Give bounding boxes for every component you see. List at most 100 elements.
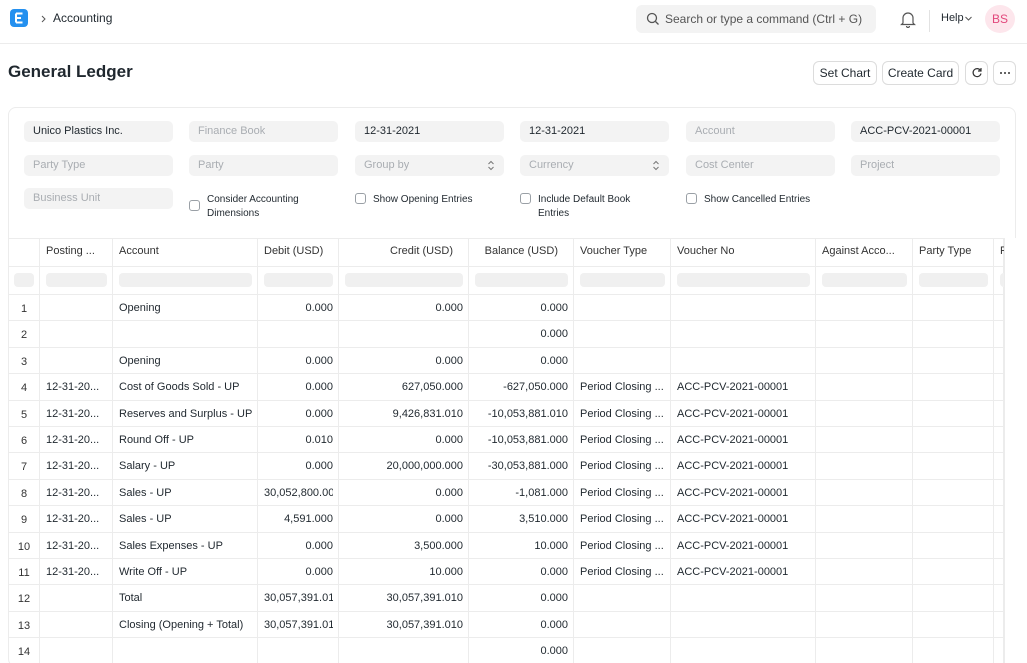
checkbox[interactable] bbox=[520, 193, 531, 204]
filter-text[interactable]: Party bbox=[198, 159, 224, 171]
filter-text[interactable]: Account bbox=[695, 125, 735, 137]
cell[interactable]: Closing (Opening + Total) bbox=[119, 619, 252, 631]
column-header[interactable]: Party Type bbox=[919, 245, 988, 257]
cell[interactable]: 30,057,391.010 bbox=[345, 592, 463, 604]
cell[interactable]: 30,057,391.01 bbox=[264, 619, 333, 631]
cell[interactable]: 30,057,391.01 bbox=[264, 592, 333, 604]
cell[interactable]: Sales Expenses - UP bbox=[119, 540, 252, 552]
cell[interactable]: 627,050.000 bbox=[345, 381, 463, 393]
cell[interactable]: ACC-PCV-2021-00001 bbox=[677, 513, 810, 525]
cell[interactable]: Salary - UP bbox=[119, 460, 252, 472]
cell[interactable]: ACC-PCV-2021-00001 bbox=[677, 487, 810, 499]
cell[interactable]: 10.000 bbox=[345, 566, 463, 578]
checkbox[interactable] bbox=[189, 200, 200, 211]
avatar[interactable]: BS bbox=[985, 12, 1015, 26]
cell[interactable]: 12-31-20... bbox=[46, 487, 107, 499]
cell[interactable]: 4,591.000 bbox=[264, 513, 333, 525]
cell[interactable]: 12-31-20... bbox=[46, 408, 107, 420]
filter-text[interactable]: Cost Center bbox=[695, 159, 754, 171]
cell[interactable]: -10,053,881.010 bbox=[475, 408, 568, 420]
cell[interactable]: Cost of Goods Sold - UP bbox=[119, 381, 252, 393]
cell[interactable]: 0.000 bbox=[475, 619, 568, 631]
checkbox-label[interactable]: Show Opening Entries bbox=[373, 193, 498, 207]
cell[interactable]: Sales - UP bbox=[119, 513, 252, 525]
cell[interactable]: 0.000 bbox=[345, 355, 463, 367]
cell[interactable]: 12-31-20... bbox=[46, 460, 107, 472]
cell[interactable]: 12-31-20... bbox=[46, 513, 107, 525]
filter-text[interactable]: Group by bbox=[364, 159, 409, 171]
cell[interactable]: 3,510.000 bbox=[475, 513, 568, 525]
cell[interactable]: ACC-PCV-2021-00001 bbox=[677, 540, 810, 552]
column-filter[interactable] bbox=[475, 273, 568, 287]
cell[interactable]: 0.000 bbox=[345, 487, 463, 499]
cell[interactable]: 10.000 bbox=[475, 540, 568, 552]
filter-text[interactable]: Finance Book bbox=[198, 125, 265, 137]
action-button[interactable]: Set Chart bbox=[813, 61, 877, 85]
cell[interactable]: 12-31-20... bbox=[46, 566, 107, 578]
column-filter[interactable] bbox=[919, 273, 988, 287]
cell[interactable]: -1,081.000 bbox=[475, 487, 568, 499]
column-filter[interactable] bbox=[677, 273, 810, 287]
cell[interactable]: ACC-PCV-2021-00001 bbox=[677, 381, 810, 393]
column-filter[interactable] bbox=[580, 273, 665, 287]
breadcrumb[interactable]: Accounting bbox=[53, 11, 112, 25]
checkbox[interactable] bbox=[355, 193, 366, 204]
filter-text[interactable]: Business Unit bbox=[33, 192, 100, 204]
cell[interactable]: 0.000 bbox=[264, 302, 333, 314]
column-header[interactable]: Balance (USD) bbox=[475, 245, 558, 257]
cell[interactable]: 12-31-20... bbox=[46, 540, 107, 552]
cell[interactable]: 0.000 bbox=[345, 302, 463, 314]
cell[interactable]: Opening bbox=[119, 355, 252, 367]
cell[interactable]: 0.000 bbox=[475, 328, 568, 340]
refresh-button[interactable] bbox=[965, 61, 988, 85]
cell[interactable]: ACC-PCV-2021-00001 bbox=[677, 434, 810, 446]
cell[interactable]: 0.000 bbox=[264, 381, 333, 393]
column-header[interactable]: Credit (USD) bbox=[345, 245, 453, 257]
action-button[interactable]: Create Card bbox=[882, 61, 959, 85]
notification-bell[interactable] bbox=[900, 11, 916, 28]
cell[interactable]: 0.000 bbox=[475, 355, 568, 367]
cell[interactable]: 12-31-20... bbox=[46, 381, 107, 393]
column-filter[interactable] bbox=[345, 273, 463, 287]
cell[interactable]: Period Closing ... bbox=[580, 381, 665, 393]
column-header[interactable]: Account bbox=[119, 245, 252, 257]
filter-text[interactable]: Currency bbox=[529, 159, 574, 171]
filter-text[interactable]: Project bbox=[860, 159, 894, 171]
filter-text[interactable]: 12-31-2021 bbox=[529, 125, 585, 137]
column-header[interactable]: Voucher Type bbox=[580, 245, 665, 257]
column-filter[interactable] bbox=[46, 273, 107, 287]
help-menu[interactable]: Help bbox=[941, 12, 964, 24]
cell[interactable]: 12-31-20... bbox=[46, 434, 107, 446]
cell[interactable]: Period Closing ... bbox=[580, 566, 665, 578]
cell[interactable]: Period Closing ... bbox=[580, 513, 665, 525]
cell[interactable]: -30,053,881.000 bbox=[475, 460, 568, 472]
cell[interactable]: 9,426,831.010 bbox=[345, 408, 463, 420]
column-header[interactable]: Posting ... bbox=[46, 245, 107, 257]
column-header[interactable]: Against Acco... bbox=[822, 245, 907, 257]
cell[interactable]: 0.000 bbox=[345, 434, 463, 446]
filter-text[interactable]: 12-31-2021 bbox=[364, 125, 420, 137]
cell[interactable]: 0.000 bbox=[264, 408, 333, 420]
filter-text[interactable]: ACC-PCV-2021-00001 bbox=[860, 125, 971, 137]
cell[interactable]: -10,053,881.000 bbox=[475, 434, 568, 446]
cell[interactable]: ACC-PCV-2021-00001 bbox=[677, 408, 810, 420]
checkbox[interactable] bbox=[686, 193, 697, 204]
cell[interactable]: 3,500.000 bbox=[345, 540, 463, 552]
cell[interactable]: Reserves and Surplus - UP bbox=[119, 408, 252, 420]
cell[interactable]: 0.000 bbox=[475, 302, 568, 314]
cell[interactable]: Sales - UP bbox=[119, 487, 252, 499]
cell[interactable]: ACC-PCV-2021-00001 bbox=[677, 460, 810, 472]
checkbox-label[interactable]: Show Cancelled Entries bbox=[704, 193, 829, 207]
cell[interactable]: Total bbox=[119, 592, 252, 604]
filter-text[interactable]: Unico Plastics Inc. bbox=[33, 125, 123, 137]
column-filter[interactable] bbox=[822, 273, 907, 287]
app-logo[interactable] bbox=[10, 9, 28, 27]
cell[interactable]: 0.000 bbox=[264, 460, 333, 472]
search-placeholder[interactable]: Search or type a command (Ctrl + G) bbox=[665, 12, 862, 26]
column-filter[interactable] bbox=[119, 273, 252, 287]
cell[interactable]: ACC-PCV-2021-00001 bbox=[677, 566, 810, 578]
cell[interactable]: Period Closing ... bbox=[580, 460, 665, 472]
cell[interactable]: Period Closing ... bbox=[580, 408, 665, 420]
cell[interactable]: -627,050.000 bbox=[475, 381, 568, 393]
cell[interactable]: 0.010 bbox=[264, 434, 333, 446]
